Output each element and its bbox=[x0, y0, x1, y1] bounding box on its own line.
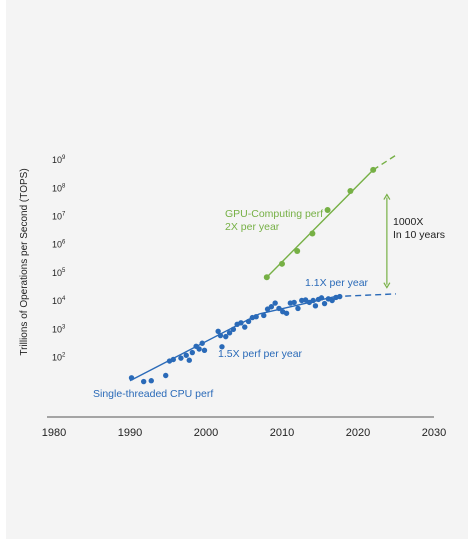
y-axis-label: Trillions of Operations per Second (TOPS… bbox=[19, 168, 30, 355]
cpu-data-point bbox=[242, 324, 248, 330]
cpu-data-point bbox=[128, 375, 135, 381]
cpu-data-point bbox=[238, 320, 244, 326]
gpu-annotation-line2: 2X per year bbox=[225, 221, 280, 233]
cpu-data-point bbox=[196, 346, 202, 352]
cpu-series-label: Single-threaded CPU perf bbox=[93, 388, 213, 400]
trend-lines bbox=[129, 154, 397, 382]
y-tick-label: 105 bbox=[52, 268, 66, 278]
y-tick-label: 109 bbox=[52, 155, 66, 165]
cpu-data-point bbox=[261, 312, 267, 319]
cpu-data-point bbox=[183, 352, 189, 358]
cpu-data-point bbox=[268, 304, 275, 310]
cpu-data-point bbox=[148, 378, 154, 384]
cpu-data-point bbox=[337, 293, 343, 300]
cpu-data-point bbox=[186, 357, 192, 363]
gap-arrow bbox=[383, 193, 391, 289]
cpu-data-point bbox=[295, 305, 301, 312]
gpu-data-point bbox=[309, 230, 316, 237]
trend-line bbox=[335, 293, 397, 298]
gpu-data-point bbox=[370, 166, 377, 173]
cpu-data-point bbox=[321, 300, 328, 307]
cpu-data-point bbox=[140, 378, 147, 385]
cpu-data-point bbox=[163, 372, 169, 379]
x-tick-label: 2010 bbox=[270, 427, 294, 439]
x-tick-label: 1980 bbox=[42, 427, 66, 439]
cpu-data-point bbox=[272, 300, 278, 306]
gap-annotation-line2: In 10 years bbox=[393, 229, 445, 241]
gap-annotation-line1: 1000X bbox=[393, 216, 423, 228]
gpu-data-point bbox=[294, 247, 301, 254]
gap-arrow-head-bottom bbox=[383, 282, 391, 289]
cpu-data-point bbox=[318, 295, 325, 301]
cpu-data-point bbox=[312, 303, 319, 309]
trend-line bbox=[372, 154, 397, 171]
gpu-data-point bbox=[347, 188, 354, 195]
cpu-data-point bbox=[201, 347, 208, 354]
cpu-data-point bbox=[310, 297, 316, 304]
y-tick-label: 102 bbox=[52, 353, 66, 363]
gpu-data-point bbox=[279, 260, 285, 267]
right-border bbox=[468, 0, 474, 539]
cpu-data-point bbox=[245, 318, 252, 325]
y-tick-labels: 102 103 104 105 106 107 108 109 bbox=[52, 155, 66, 362]
cpu-data-point bbox=[226, 330, 233, 336]
cpu-data-point bbox=[170, 356, 177, 363]
cpu-data-point bbox=[329, 297, 335, 304]
y-tick-label: 108 bbox=[52, 183, 66, 193]
gpu-data-point bbox=[263, 274, 270, 281]
cpu-data-point bbox=[230, 326, 237, 332]
trend-line bbox=[266, 169, 374, 278]
y-tick-label: 106 bbox=[52, 240, 66, 250]
y-tick-label: 104 bbox=[52, 296, 66, 306]
x-tick-labels: 1980 1990 2000 2010 2020 2030 bbox=[42, 427, 446, 439]
cpu-data-point bbox=[199, 340, 205, 346]
cpu-data-point bbox=[223, 333, 229, 340]
gpu-data-point bbox=[324, 207, 331, 214]
left-border bbox=[0, 0, 6, 539]
y-tick-label: 103 bbox=[52, 324, 66, 334]
x-tick-label: 2020 bbox=[346, 427, 370, 439]
gpu-annotation-line1: GPU-Computing perf bbox=[225, 208, 323, 220]
x-tick-label: 1990 bbox=[118, 427, 142, 439]
cpu-data-point bbox=[283, 310, 290, 316]
x-tick-label: 2030 bbox=[422, 427, 446, 439]
cpu-data-point bbox=[215, 328, 221, 334]
x-tick-label: 2000 bbox=[194, 427, 218, 439]
cpu-recent-annotation: 1.1X per year bbox=[305, 277, 369, 289]
cpu-data-point bbox=[178, 355, 184, 361]
cpu-data-point bbox=[217, 332, 224, 339]
gap-arrow-head-top bbox=[383, 193, 391, 200]
cpu-data-point bbox=[189, 349, 196, 356]
cpu-data-point bbox=[253, 313, 259, 320]
y-tick-label: 107 bbox=[52, 212, 66, 222]
cpu-data-point bbox=[219, 344, 225, 350]
data-points bbox=[128, 166, 377, 385]
cpu-data-point bbox=[276, 305, 282, 312]
cpu-mid-annotation: 1.5X perf per year bbox=[218, 348, 303, 360]
cpu-data-point bbox=[291, 299, 297, 306]
